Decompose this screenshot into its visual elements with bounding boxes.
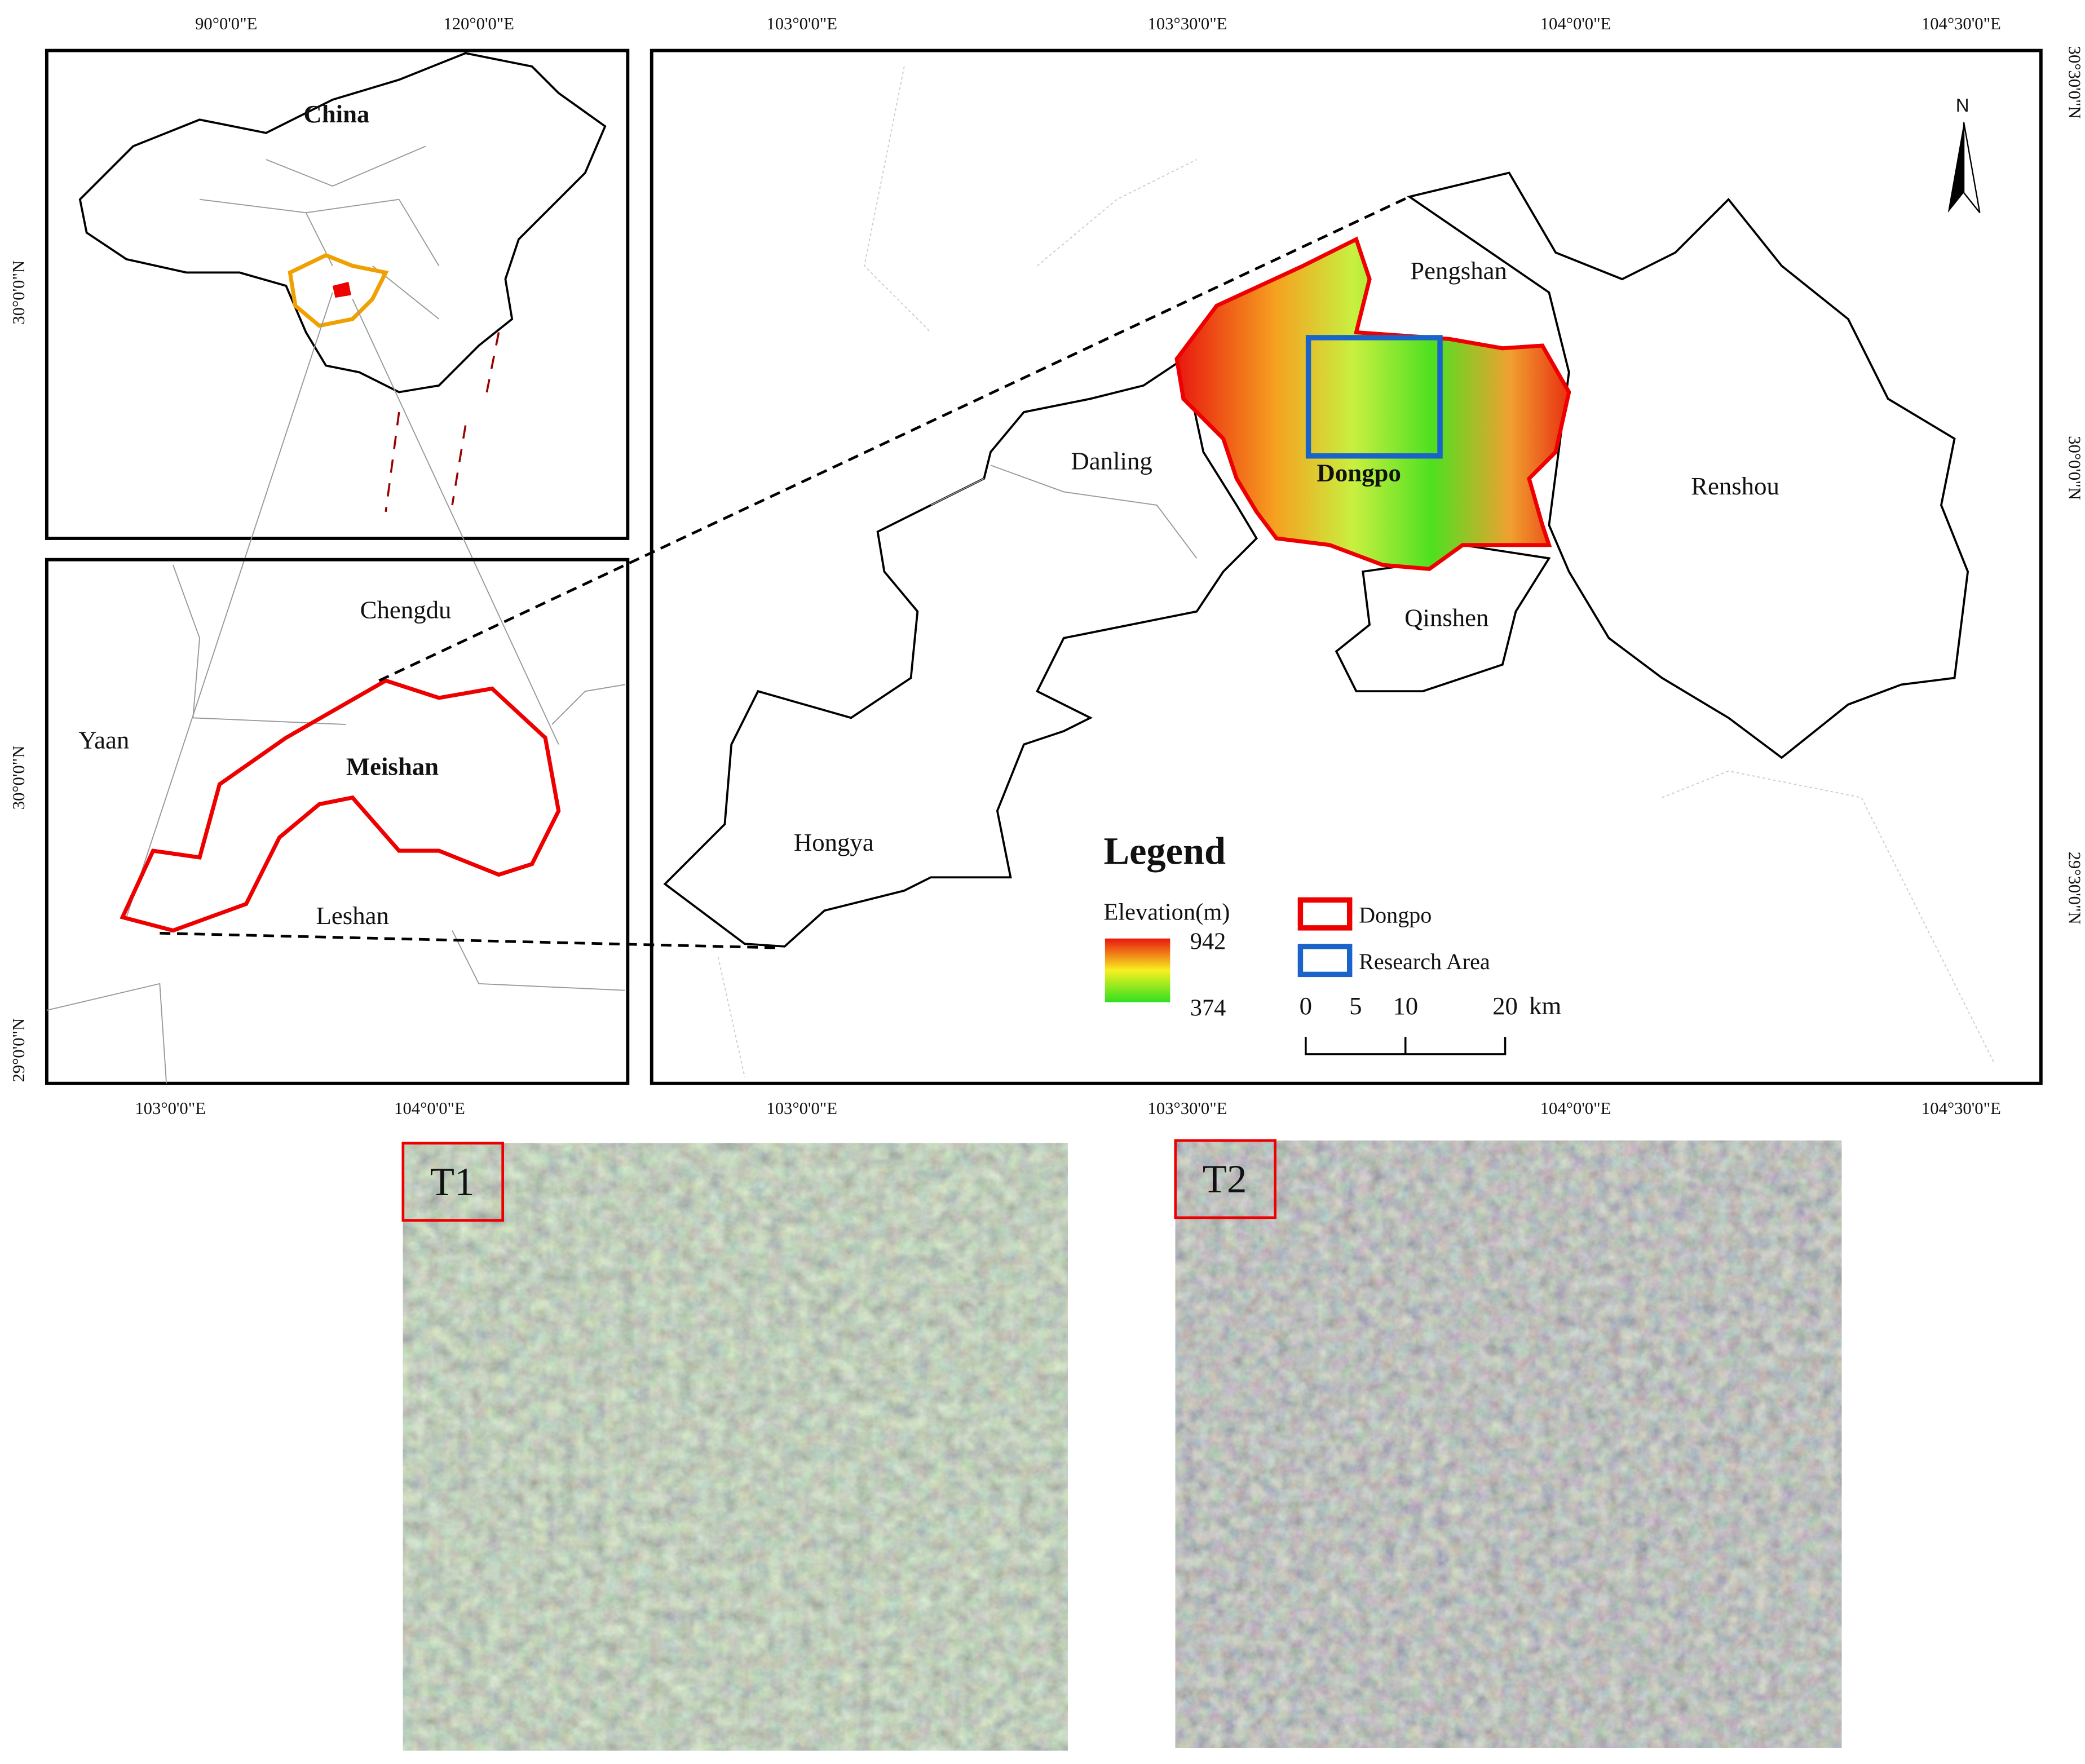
legend-box [1077,790,1612,1077]
lon-label: 103°30'0"E [1148,14,1227,33]
lon-label: 103°0'0"E [766,1099,837,1118]
scale-label: 10 [1393,992,1418,1020]
lon-label: 104°0'0"E [394,1099,465,1118]
lon-label: 104°30'0"E [1921,1099,2001,1118]
region-label: Chengdu [360,595,452,624]
province-lines [199,145,440,320]
legend-swatch [1297,897,1353,931]
inset-frame [45,48,630,540]
sichuan [288,253,389,328]
satellite-image [1175,1140,1842,1748]
image-label-box [401,1142,505,1222]
meishan-outline [120,678,561,933]
china-outline [78,52,607,394]
legend-item: Dongpo [1359,902,1432,927]
scale-bar: 0 5 10 20 [1300,992,1518,1055]
meishan-dot [332,281,351,298]
region-label: Meishan [346,753,439,781]
district-label: Renshou [1691,472,1779,500]
region-label: Yaan [78,726,129,754]
background-lines [717,66,1995,1077]
scale-label: 20 [1492,992,1518,1020]
scale-label: 5 [1349,992,1362,1020]
lon-label: 103°0'0"E [135,1099,206,1118]
lat-label: 30°0'0"N [9,260,28,325]
inset-frame [45,558,630,1085]
elevation-title: Elevation(m) [1103,899,1230,926]
lon-labels: 103°0'0"E 103°30'0"E 104°0'0"E 104°30'0"… [766,14,2000,1118]
satellite-t1: T1 [401,1142,1068,1751]
china-title: China [303,100,369,128]
boundaries [46,564,625,1084]
map-frame [650,48,2043,1085]
lon-label: 90°0'0"E [195,14,257,33]
lon-label: 120°0'0"E [443,14,514,33]
lat-label: 30°30'0"N [2065,46,2084,119]
legend-swatch [1297,944,1353,978]
lon-label: 103°0'0"E [766,14,837,33]
elevation-ramp [1105,938,1170,1002]
image-label-box [1174,1139,1276,1219]
inner-boundary [930,465,1198,559]
nine-dash [385,332,500,512]
legend-item: Research Area [1359,949,1490,974]
lon-label: 104°30'0"E [1921,14,2001,33]
lat-label: 30°0'0"N [9,746,28,810]
lat-label: 29°0'0"N [9,1018,28,1082]
north-arrow [1947,122,1964,213]
region-label: Leshan [316,901,389,930]
elevation-min: 374 [1190,994,1226,1021]
lon-label: 103°30'0"E [1148,1099,1227,1118]
lat-label: 29°30'0"N [2065,852,2084,925]
lat-label: 30°0'0"N [2065,436,2084,500]
image-label: T2 [1203,1157,1247,1201]
north-label: N [1956,95,1969,116]
main-map: Pengshan Danling Dongpo Renshou Qinshen … [650,14,2084,1118]
district-label: Qinshen [1404,604,1488,632]
elevation-max: 942 [1190,929,1226,955]
scale-line [1305,1037,1507,1055]
district-label: Dongpo [1317,459,1401,487]
lon-label: 104°0'0"E [1540,14,1611,33]
image-label: T1 [430,1160,475,1204]
research-area [1305,335,1443,459]
lon-label: 104°0'0"E [1540,1099,1611,1118]
satellite-t2: T2 [1174,1139,1842,1748]
scale-label: 0 [1300,992,1312,1020]
scale-unit: km [1529,992,1561,1020]
legend-title: Legend [1103,830,1226,873]
district-label: Pengshan [1410,257,1507,285]
satellite-image [403,1143,1068,1751]
district-label: Hongya [794,828,874,856]
north-arrow [1963,122,1981,214]
legend: Legend Elevation(m) 942 374 Dongpo Resea… [1077,790,1612,1077]
renshou-outline [1407,171,1969,759]
district-label: Danling [1071,446,1152,475]
china-inset: China 90°0'0"E 120°0'0"E 30°0'0"N [9,14,630,540]
zoom-lines [126,292,559,918]
region-inset: Chengdu Yaan Meishan Leshan 103°0'0"E 10… [9,558,630,1118]
dongpo-elevation [1174,236,1571,571]
